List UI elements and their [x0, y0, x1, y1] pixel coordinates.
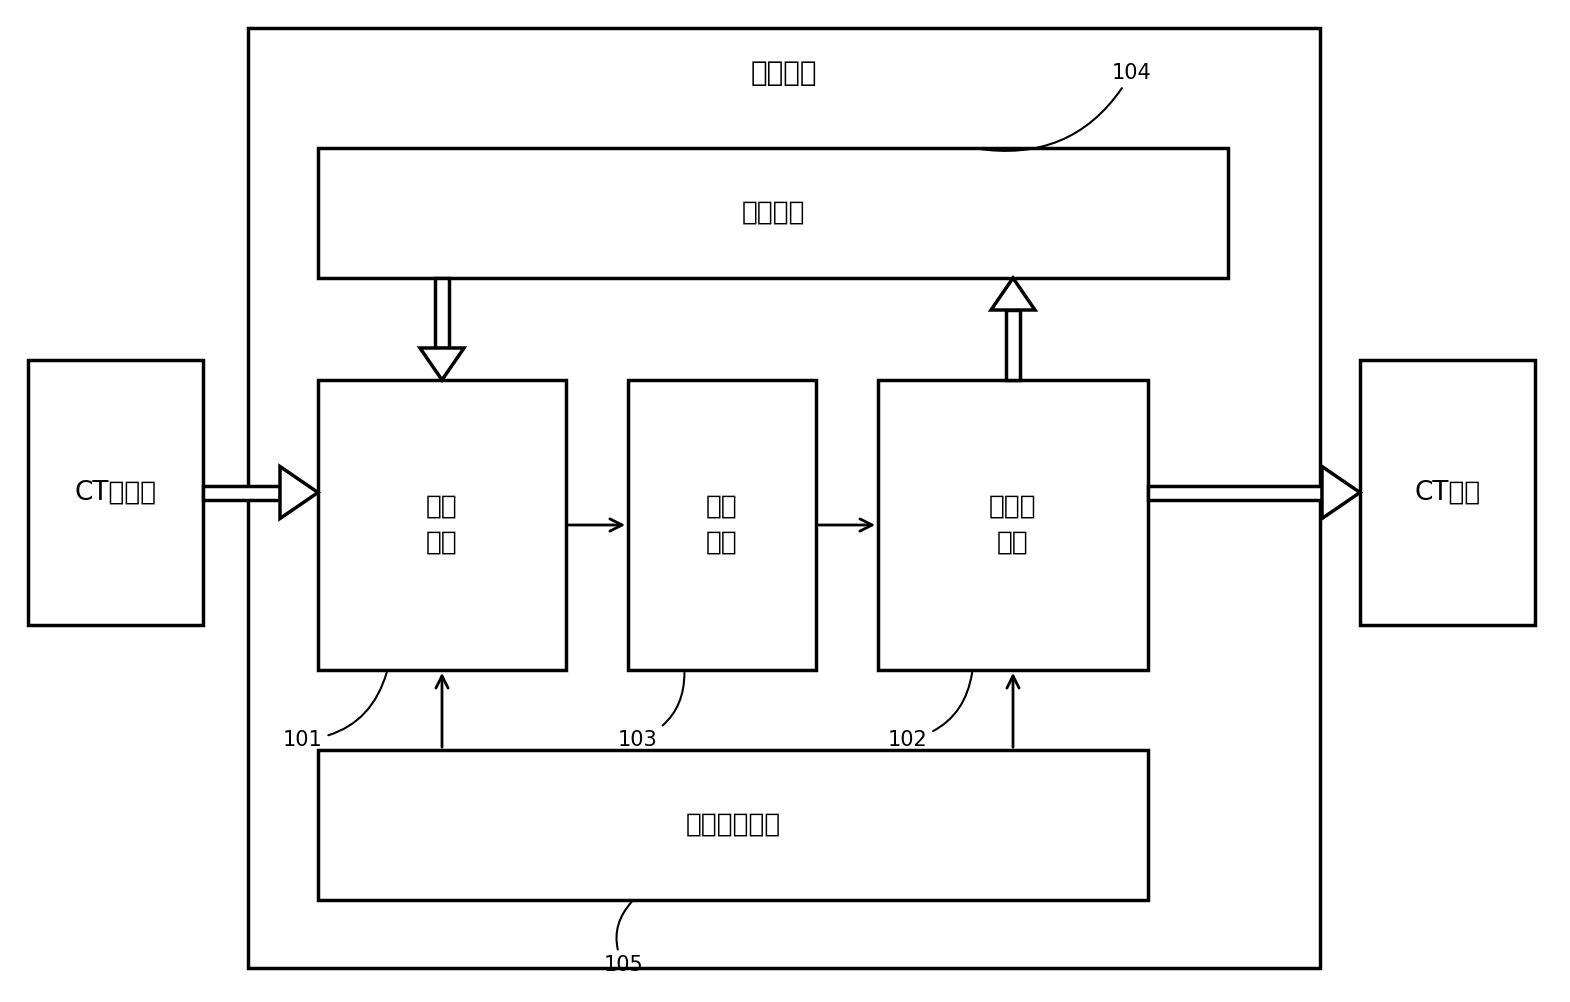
Text: 更新模块: 更新模块: [741, 200, 805, 226]
Text: 附加权重模块: 附加权重模块: [686, 812, 780, 838]
Polygon shape: [1322, 467, 1360, 518]
Bar: [319, 148, 1228, 278]
Bar: [28, 360, 203, 625]
Text: CT图像: CT图像: [1415, 480, 1481, 505]
Polygon shape: [421, 348, 465, 380]
Text: 投影
模块: 投影 模块: [425, 494, 458, 556]
Polygon shape: [279, 467, 319, 518]
Bar: [319, 750, 1148, 900]
Text: 103: 103: [619, 672, 685, 750]
Bar: [319, 380, 567, 670]
Text: 101: 101: [283, 672, 386, 750]
Text: 反投影
模块: 反投影 模块: [989, 494, 1036, 556]
Bar: [1148, 486, 1322, 500]
Bar: [878, 380, 1148, 670]
Text: 104: 104: [977, 63, 1151, 151]
Polygon shape: [991, 278, 1035, 310]
Text: 105: 105: [603, 902, 644, 975]
Bar: [1006, 310, 1020, 380]
Bar: [628, 380, 816, 670]
Bar: [435, 278, 449, 348]
Text: 102: 102: [889, 672, 972, 750]
Bar: [248, 28, 1320, 968]
Text: 跌代重建: 跌代重建: [750, 59, 818, 87]
Bar: [1360, 360, 1535, 625]
Bar: [203, 486, 279, 500]
Text: 比较
模块: 比较 模块: [706, 494, 738, 556]
Text: CT扫描器: CT扫描器: [74, 480, 157, 505]
